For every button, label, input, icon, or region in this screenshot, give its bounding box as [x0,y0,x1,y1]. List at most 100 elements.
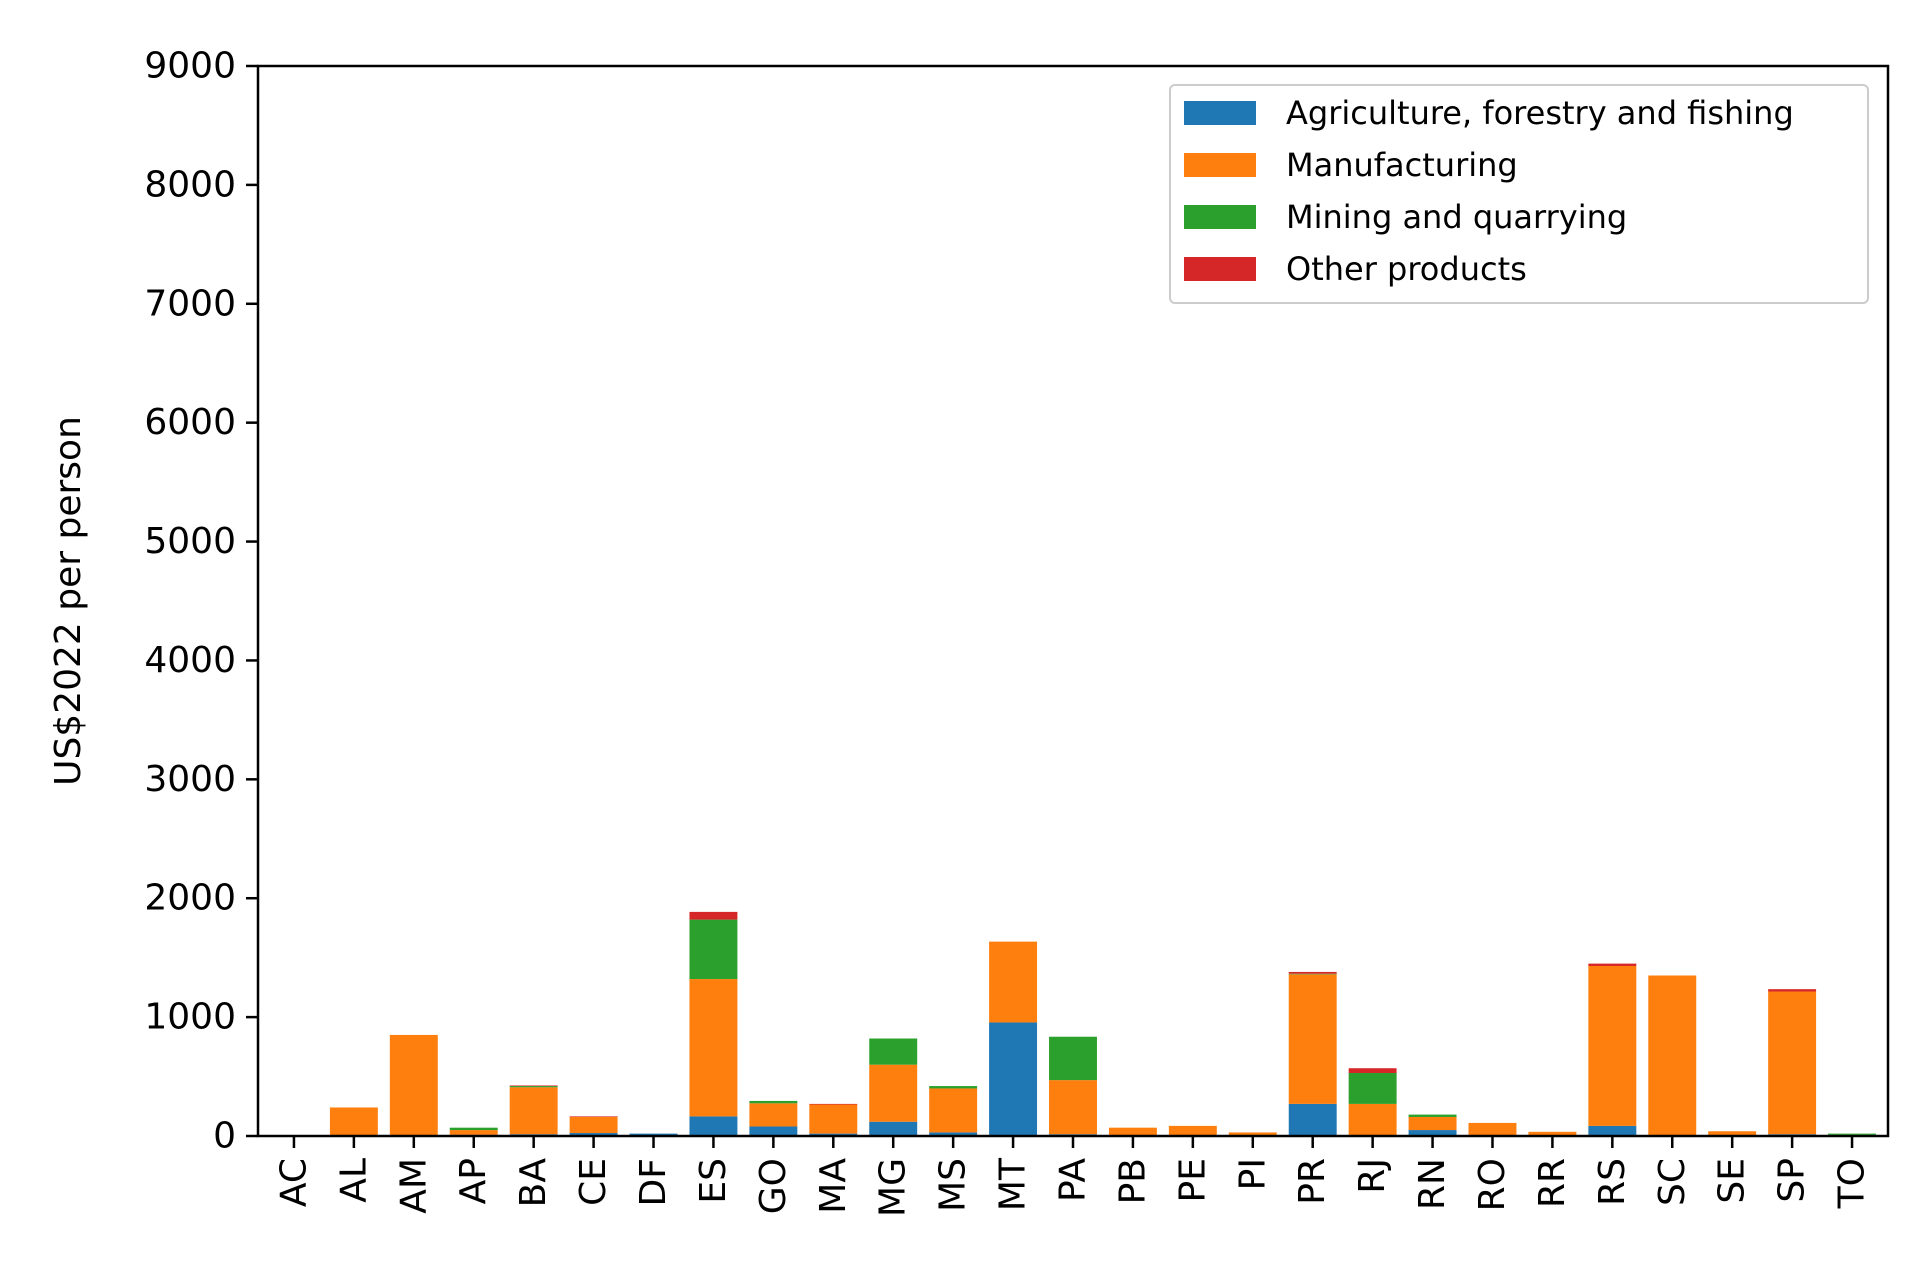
bar-pa-series-2 [1049,1036,1097,1081]
x-tick-label: RR [1532,1158,1573,1208]
bar-ma-series-1 [809,1104,858,1134]
bar-go-series-1 [749,1103,798,1127]
bar-sc-series-1 [1648,975,1697,1136]
bar-es-series-2 [689,919,738,980]
x-tick-label: PR [1292,1158,1333,1205]
y-tick-label: 6000 [144,402,236,443]
y-axis-label: US$2022 per person [48,416,89,786]
x-tick-label: MT [993,1157,1034,1211]
bar-pb-series-1 [1108,1127,1157,1136]
legend-label: Other products [1286,250,1527,288]
legend-label: Manufacturing [1286,146,1518,184]
x-tick-label: DF [633,1158,674,1206]
bar-ms-series-2 [929,1086,978,1089]
bar-es-series-3 [689,911,738,920]
bar-pr-series-3 [1288,971,1337,974]
y-tick-label: 0 [213,1116,236,1157]
bar-mt-series-1 [989,941,1038,1023]
bar-rr-series-1 [1528,1131,1577,1136]
legend-label: Mining and quarrying [1286,198,1627,236]
bar-ba-series-3 [509,1085,558,1087]
y-tick-label: 3000 [144,759,236,800]
bar-ap-series-2 [449,1127,498,1131]
legend: Agriculture, forestry and fishing Manufac… [1169,84,1869,304]
y-axis: 0 1000 2000 3000 4000 5000 6000 7000 8000 9000 [144,46,258,1157]
y-tick-label: 7000 [144,283,236,324]
bar-pa-series-1 [1049,1080,1097,1135]
x-tick-label: AL [333,1158,374,1203]
bar-ms-series-0 [929,1132,978,1136]
bar-es-series-1 [689,979,738,1117]
bar-ms-series-1 [929,1088,978,1133]
x-tick-label: AC [273,1158,314,1207]
bar-mt-series-0 [989,1022,1038,1136]
y-tick-label: 5000 [144,521,236,562]
bar-ce-series-0 [569,1133,618,1136]
x-tick-label: MS [933,1158,974,1212]
bar-rj-series-1 [1348,1103,1397,1136]
legend-swatch [1184,153,1256,177]
bar-ba-series-1 [509,1087,558,1135]
bar-ce-series-3 [569,1116,618,1117]
x-tick-label: TO [1832,1158,1873,1209]
y-tick-label: 4000 [144,640,236,681]
y-tick-label: 2000 [144,878,236,919]
legend-swatch [1184,257,1256,281]
x-tick-label: MA [813,1158,854,1214]
bar-pr-series-0 [1288,1103,1337,1136]
bar-al-series-1 [329,1107,378,1136]
bar-go-series-2 [749,1100,798,1104]
y-tick-label: 8000 [144,164,236,205]
bar-ma-series-3 [809,1103,858,1105]
x-tick-label: SC [1652,1158,1693,1206]
x-tick-label: RS [1592,1158,1633,1206]
bar-pr-series-2 [1288,973,1337,975]
legend-swatch [1184,101,1256,125]
legend-box [1169,84,1869,304]
bar-sp-series-3 [1768,989,1817,992]
legend-label: Agriculture, forestry and fishing [1286,94,1794,132]
x-tick-label: PE [1172,1158,1213,1202]
x-tick-label: PB [1112,1158,1153,1204]
y-tick-label: 1000 [144,997,236,1038]
x-tick-label: CE [573,1158,614,1206]
bar-rs-series-0 [1588,1125,1637,1136]
bar-ce-series-1 [569,1116,618,1134]
bar-am-series-1 [389,1034,438,1136]
bar-pe-series-1 [1168,1125,1217,1136]
bar-mg-series-1 [869,1064,918,1122]
bar-se-series-1 [1708,1131,1757,1136]
x-tick-label: ES [693,1158,734,1204]
x-tick-label: RO [1472,1158,1513,1211]
x-tick-label: BA [513,1158,554,1208]
bar-rn-series-0 [1408,1130,1457,1136]
bar-to-series-2 [1828,1133,1877,1135]
x-axis: AC AL AM AP BA CE DF ES GO MA MG MS MT PA PB PE PI PR RJ RN… [273,1136,1873,1217]
legend-swatch [1184,205,1256,229]
bar-mg-series-2 [869,1038,918,1065]
bar-rn-series-1 [1408,1116,1457,1131]
x-tick-label: PA [1053,1158,1094,1202]
bar-mg-series-0 [869,1121,918,1136]
x-tick-label: RN [1412,1158,1453,1210]
x-tick-label: RJ [1352,1158,1393,1194]
bars-layer [269,911,1877,1136]
bar-rn-series-2 [1408,1114,1457,1117]
bar-rj-series-3 [1348,1068,1397,1073]
bar-es-series-0 [689,1116,738,1136]
x-tick-label: SE [1712,1158,1753,1204]
x-tick-label: GO [753,1158,794,1214]
x-tick-label: AM [393,1158,434,1214]
x-tick-label: AP [453,1158,494,1204]
bar-ap-series-1 [449,1130,498,1135]
bar-pi-series-1 [1228,1132,1277,1136]
bar-rs-series-3 [1588,963,1637,966]
x-tick-label: SP [1772,1158,1813,1203]
bar-pr-series-1 [1288,974,1337,1104]
x-tick-label: MG [873,1158,914,1217]
bar-sp-series-1 [1768,991,1817,1135]
bar-ba-series-2 [509,1086,558,1088]
bar-rs-series-1 [1588,965,1637,1126]
bar-ro-series-1 [1468,1122,1517,1136]
